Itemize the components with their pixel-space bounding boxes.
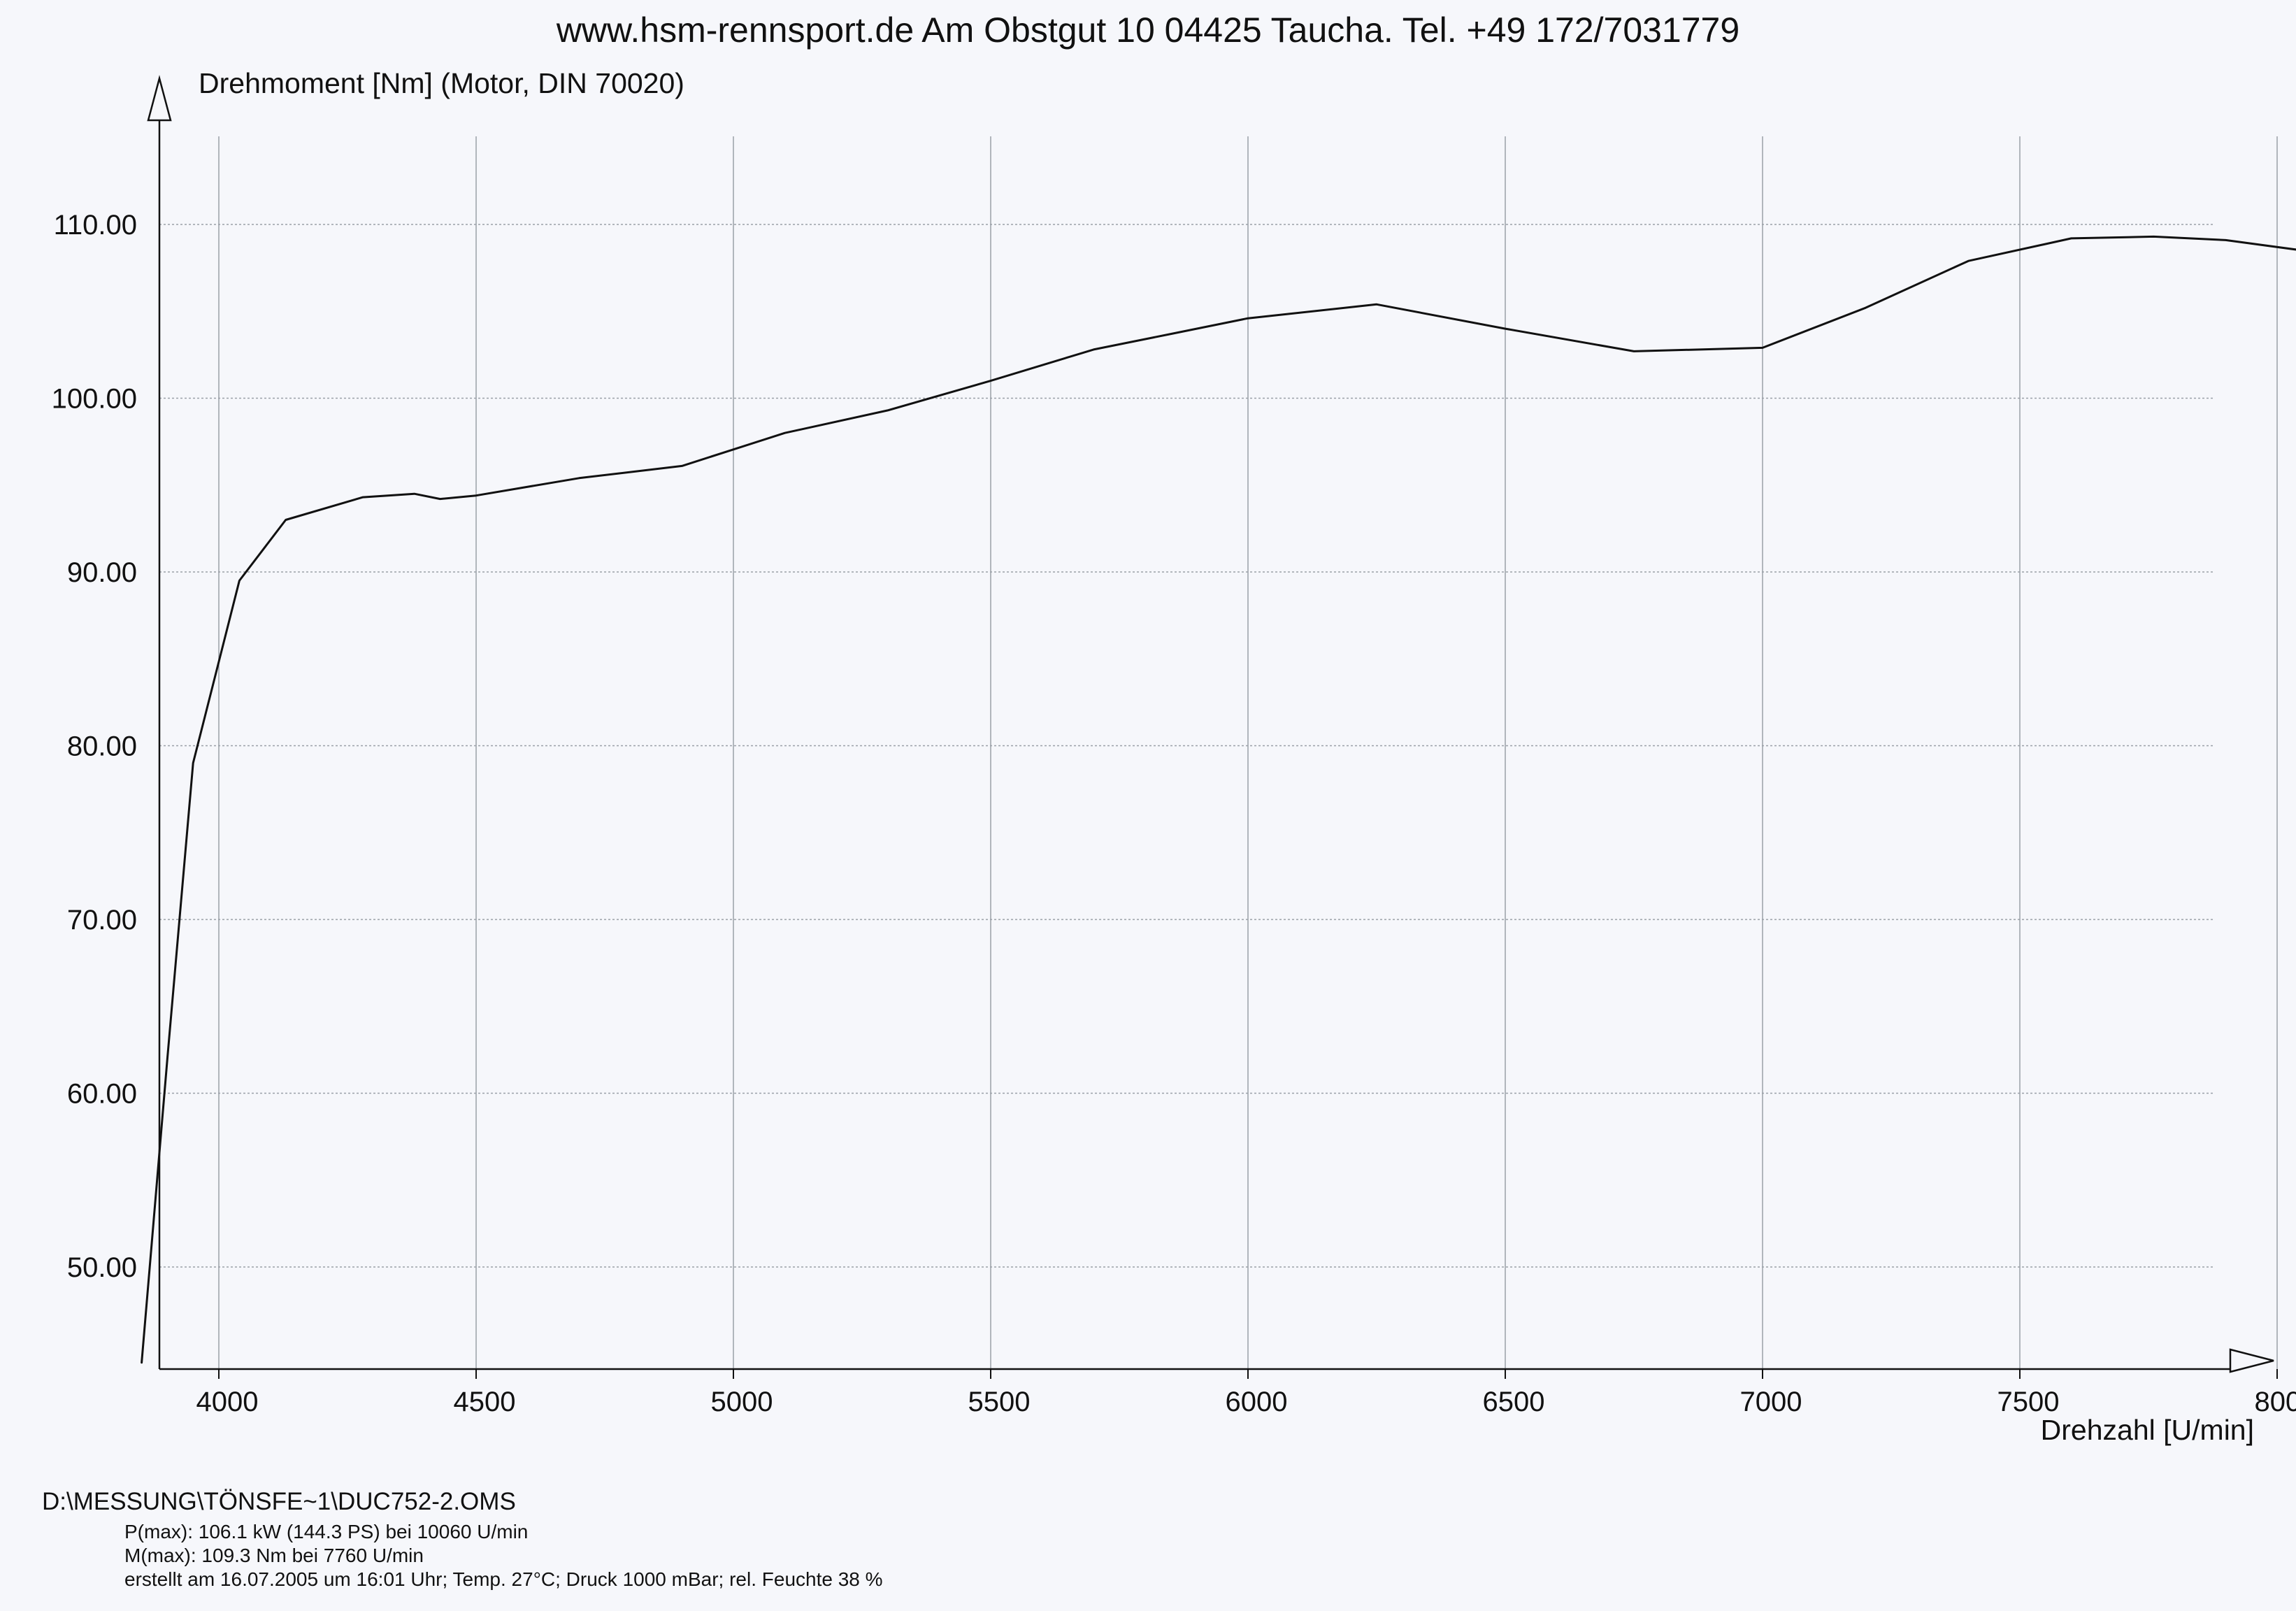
vertical-gridlines [218,136,2278,1369]
x-tick-label-5000: 5000 [711,1387,773,1417]
file-path: D:\MESSUNG\TÖNSFE~1\DUC752-2.OMS [42,1488,516,1515]
torque-max: M(max): 109.3 Nm bei 7760 U/min [124,1545,424,1566]
x-tick-label-7500: 7500 [1997,1387,2060,1417]
torque-curve-line [141,235,2296,1364]
creation-info: erstellt am 16.07.2005 um 16:01 Uhr; Tem… [124,1568,883,1590]
y-tick-label-90.00: 90.00 [67,557,137,588]
x-tick-label-5500: 5500 [968,1387,1031,1417]
y-axis-arrow [147,75,172,122]
x-axis-label: Drehzahl [U/min] [2040,1414,2254,1446]
y-tick-label-100.00: 100.00 [52,384,137,415]
y-tick-labels: 50.00 60.00 70.00 80.00 90.00 100.00 110.00 [52,210,137,1283]
x-tick-label-6000: 6000 [1226,1387,1288,1417]
y-tick-label-60.00: 60.00 [67,1079,137,1110]
x-tick-label-7000: 7000 [1740,1387,1802,1417]
x-tick-labels: 4000450050005500600065007000750080008500… [196,1369,2296,1417]
x-tick-label-4500: 4500 [454,1387,516,1417]
x-tick-label-8000: 8000 [2255,1387,2296,1417]
measurement-info: D:\MESSUNG\TÖNSFE~1\DUC752-2.OMS P(max):… [42,1488,883,1591]
y-tick-label-70.00: 70.00 [67,905,137,936]
y-tick-label-110.00: 110.00 [54,210,137,241]
series-group [141,235,2296,1364]
header-title: www.hsm-rennsport.de Am Obstgut 10 04425… [556,10,1740,50]
horizontal-gridlines [159,224,2213,1268]
y-tick-label-80.00: 80.00 [67,731,137,762]
power-max: P(max): 106.1 kW (144.3 PS) bei 10060 U/… [124,1521,529,1542]
x-tick-label-4000: 4000 [196,1387,259,1417]
axes [147,75,2274,1373]
x-axis-arrow [2229,1348,2274,1373]
y-tick-label-50.00: 50.00 [67,1252,137,1283]
y-axis-label: Drehmoment [Nm] (Motor, DIN 70020) [199,67,684,99]
x-tick-label-6500: 6500 [1483,1387,1545,1417]
